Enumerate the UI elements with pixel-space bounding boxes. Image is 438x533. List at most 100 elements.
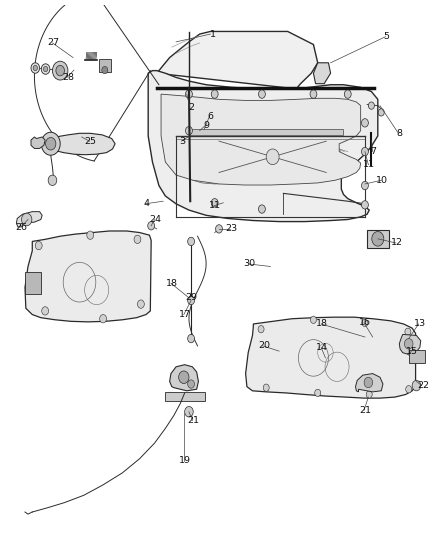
- Circle shape: [361, 119, 368, 127]
- Circle shape: [366, 391, 372, 398]
- Circle shape: [362, 319, 368, 327]
- Text: 9: 9: [203, 121, 209, 130]
- Polygon shape: [25, 231, 151, 322]
- Circle shape: [372, 231, 384, 246]
- Circle shape: [311, 316, 316, 324]
- Circle shape: [148, 222, 155, 230]
- Polygon shape: [399, 334, 421, 354]
- Circle shape: [102, 67, 108, 74]
- Text: 18: 18: [316, 319, 328, 328]
- Circle shape: [179, 371, 189, 384]
- Circle shape: [186, 126, 192, 135]
- Circle shape: [87, 231, 94, 239]
- Circle shape: [266, 149, 279, 165]
- Polygon shape: [49, 133, 115, 155]
- Circle shape: [56, 66, 64, 76]
- Circle shape: [138, 300, 144, 308]
- Circle shape: [100, 314, 106, 323]
- Circle shape: [258, 90, 265, 98]
- Text: 23: 23: [225, 224, 237, 233]
- Circle shape: [187, 296, 194, 305]
- Circle shape: [187, 380, 194, 388]
- Circle shape: [405, 328, 411, 335]
- Text: 13: 13: [414, 319, 426, 328]
- Circle shape: [42, 306, 49, 315]
- Text: 4: 4: [143, 199, 149, 208]
- Polygon shape: [166, 392, 205, 401]
- Polygon shape: [367, 230, 389, 248]
- Text: 12: 12: [391, 238, 403, 247]
- Text: 18: 18: [166, 279, 178, 288]
- Circle shape: [48, 175, 57, 185]
- Text: 21: 21: [359, 406, 371, 415]
- Circle shape: [46, 138, 56, 150]
- Circle shape: [368, 102, 374, 109]
- Circle shape: [263, 384, 269, 391]
- Text: 7: 7: [371, 147, 377, 156]
- Text: 15: 15: [406, 346, 418, 356]
- Bar: [189, 128, 343, 135]
- Polygon shape: [161, 94, 360, 185]
- Circle shape: [361, 148, 368, 156]
- Text: 29: 29: [185, 293, 197, 302]
- Text: 26: 26: [16, 223, 28, 232]
- Polygon shape: [356, 374, 383, 392]
- Circle shape: [33, 66, 37, 71]
- Polygon shape: [157, 31, 318, 89]
- Text: 1: 1: [209, 29, 215, 38]
- Circle shape: [41, 132, 60, 155]
- Circle shape: [364, 377, 373, 387]
- Text: 27: 27: [48, 38, 60, 47]
- Bar: [99, 59, 111, 72]
- Text: 11: 11: [363, 160, 375, 169]
- Text: 8: 8: [396, 129, 402, 138]
- Circle shape: [211, 199, 218, 207]
- Circle shape: [361, 181, 368, 190]
- Circle shape: [404, 338, 413, 349]
- Text: 24: 24: [149, 215, 162, 224]
- Polygon shape: [31, 137, 45, 149]
- Text: 5: 5: [383, 32, 389, 41]
- Text: 28: 28: [62, 73, 74, 82]
- Circle shape: [21, 213, 32, 226]
- Circle shape: [134, 235, 141, 244]
- Circle shape: [35, 241, 42, 250]
- Circle shape: [412, 381, 421, 391]
- Circle shape: [361, 201, 368, 209]
- Bar: [25, 272, 41, 294]
- Polygon shape: [314, 63, 331, 84]
- Circle shape: [187, 334, 194, 343]
- Polygon shape: [170, 365, 198, 391]
- Circle shape: [406, 385, 412, 393]
- Polygon shape: [246, 317, 416, 398]
- Text: 20: 20: [258, 342, 270, 350]
- Circle shape: [211, 90, 218, 98]
- Text: 30: 30: [243, 260, 255, 269]
- Text: 19: 19: [179, 456, 191, 465]
- Text: 16: 16: [359, 318, 371, 327]
- Text: 2: 2: [188, 103, 194, 112]
- Polygon shape: [148, 71, 378, 222]
- Circle shape: [43, 67, 48, 71]
- Circle shape: [310, 90, 317, 98]
- Circle shape: [41, 64, 50, 74]
- Text: 14: 14: [316, 343, 328, 352]
- Circle shape: [258, 326, 264, 333]
- Text: 3: 3: [180, 136, 186, 146]
- Circle shape: [185, 407, 193, 417]
- Text: 21: 21: [187, 416, 199, 425]
- Circle shape: [187, 237, 194, 246]
- Text: 11: 11: [209, 201, 221, 211]
- Text: 10: 10: [376, 176, 388, 185]
- Text: 25: 25: [84, 136, 96, 146]
- Circle shape: [31, 63, 39, 73]
- Bar: [409, 350, 425, 363]
- Circle shape: [344, 90, 351, 98]
- Text: 6: 6: [208, 111, 213, 120]
- Circle shape: [53, 61, 68, 80]
- Text: 17: 17: [179, 310, 191, 319]
- Text: 22: 22: [417, 381, 429, 390]
- Circle shape: [215, 225, 223, 233]
- Polygon shape: [16, 212, 42, 228]
- Circle shape: [258, 205, 265, 213]
